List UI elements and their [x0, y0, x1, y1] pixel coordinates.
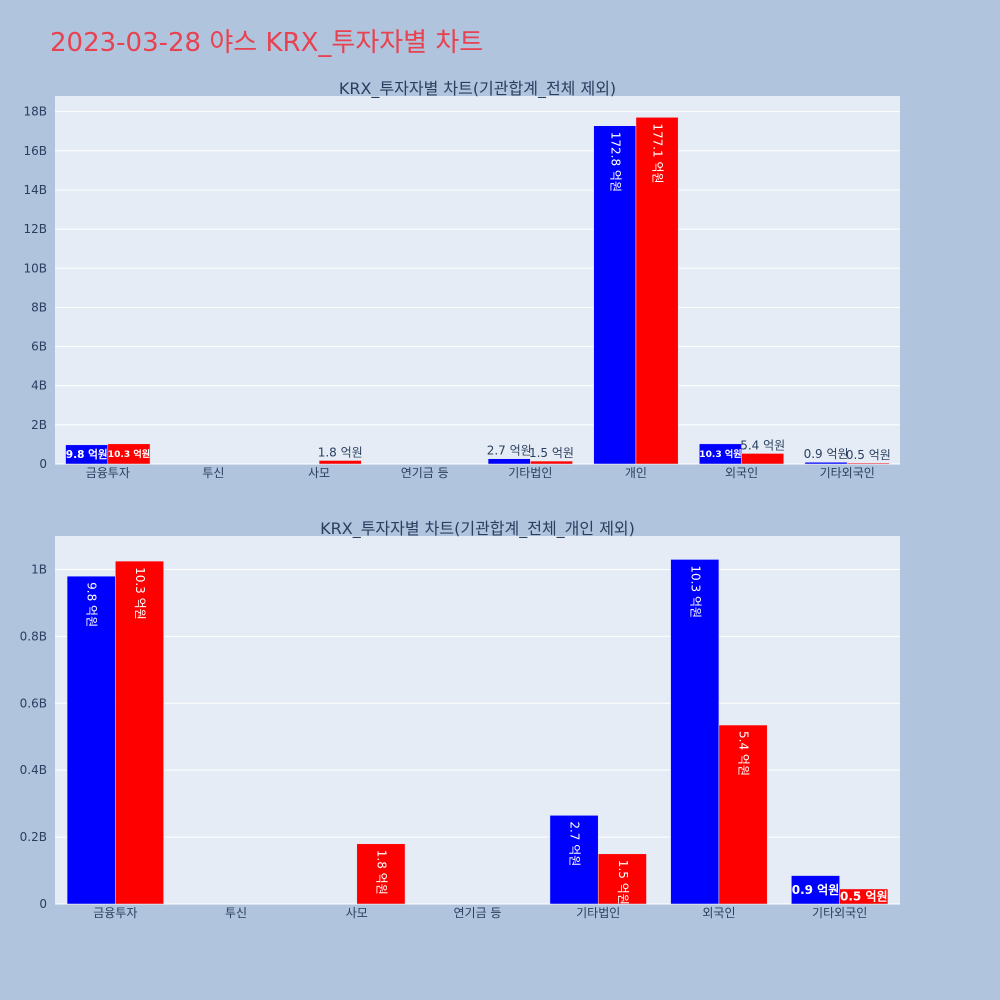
bar-buy: [593, 125, 637, 465]
bar-sell: [635, 117, 679, 465]
chart-title: KRX_투자자별 차트(기관합계_전체 제외): [339, 79, 616, 99]
y-tick-label: 0.8B: [20, 629, 47, 643]
y-tick-label: 0.6B: [20, 696, 47, 710]
data-label: 0.9 억원: [792, 883, 840, 897]
data-label: 0.5 억원: [846, 448, 891, 462]
data-label: 2.7 억원: [568, 821, 582, 866]
data-label: 10.3 억원: [688, 565, 702, 618]
x-tick-label: 개인: [625, 466, 647, 480]
data-label: 10.3 억원: [108, 448, 150, 460]
y-tick-label: 12B: [23, 222, 47, 236]
y-tick-label: 18B: [23, 105, 47, 119]
chart-title: KRX_투자자별 차트(기관합계_전체_개인 제외): [320, 519, 635, 539]
y-tick-label: 8B: [31, 300, 47, 314]
x-tick-label: 기타외국인: [812, 906, 867, 920]
bar-sell: [115, 560, 164, 905]
bar-buy: [487, 458, 531, 465]
data-label: 10.3 억원: [133, 567, 147, 620]
data-label: 1.5 억원: [529, 446, 574, 460]
y-tick-label: 0: [39, 897, 47, 911]
bar-sell: [597, 853, 647, 905]
bar-sell: [846, 462, 890, 465]
x-tick-label: 사모: [308, 466, 330, 480]
data-label: 1.8 억원: [318, 445, 363, 459]
chart-2: 0 0.2B 0.4B 0.6B 0.8B 1B KRX_투자자별 차트(기관합계_전체_개…: [20, 519, 900, 920]
y-tick-label: 0.2B: [20, 830, 47, 844]
y-tick-label: 14B: [23, 183, 47, 197]
x-tick-label: 사모: [346, 906, 368, 920]
bar-sell: [839, 888, 889, 905]
x-tick-label: 기타법인: [576, 906, 620, 920]
chart-1: 0 2B 4B 6B 8B 10B 12B 14B 16B 18B KRX_투자자별 차트(기관합계…: [23, 79, 900, 480]
data-label: 1.5 억원: [616, 860, 630, 905]
bar-buy: [791, 875, 840, 905]
data-label: 172.8 억원: [608, 132, 622, 192]
bar-sell: [318, 460, 362, 465]
data-label: 9.8 억원: [66, 448, 108, 461]
x-tick-label: 연기금 등: [401, 466, 449, 480]
data-label: 1.8 억원: [374, 850, 388, 895]
x-tick-label: 금융투자: [86, 466, 130, 480]
x-tick-label: 외국인: [725, 466, 758, 480]
data-label: 5.4 억원: [737, 731, 751, 776]
plot-area: [55, 96, 900, 464]
page-title: 2023-03-28 야스 KRX_투자자별 차트: [50, 28, 484, 58]
bar-sell: [741, 453, 785, 465]
bar-sell: [356, 843, 406, 905]
data-label: 0.9 억원: [804, 447, 849, 461]
data-label: 2.7 억원: [487, 444, 532, 458]
y-tick-label: 16B: [23, 144, 47, 158]
y-tick-label: 0: [39, 457, 47, 471]
y-tick-label: 2B: [31, 418, 47, 432]
x-tick-label: 투신: [202, 466, 224, 480]
x-tick-label: 금융투자: [93, 906, 137, 920]
data-label: 0.5 억원: [840, 890, 888, 904]
x-tick-label: 투신: [225, 906, 247, 920]
x-tick-label: 외국인: [702, 906, 735, 920]
x-tick-label: 기타법인: [508, 466, 552, 480]
y-tick-label: 10B: [23, 261, 47, 275]
bar-sell: [107, 443, 151, 465]
data-label: 9.8 억원: [85, 582, 99, 627]
y-tick-label: 6B: [31, 340, 47, 354]
x-tick-label: 연기금 등: [454, 906, 502, 920]
bar-sell: [718, 724, 768, 905]
y-tick-label: 0.4B: [20, 763, 47, 777]
bar-buy: [804, 461, 848, 465]
x-tick-label: 기타외국인: [820, 466, 875, 480]
y-tick-label: 1B: [31, 562, 47, 576]
bar-sell: [530, 460, 573, 465]
data-label: 177.1 억원: [651, 123, 665, 183]
bar-buy: [66, 575, 116, 905]
y-tick-label: 4B: [31, 379, 47, 393]
data-label: 5.4 억원: [740, 438, 785, 452]
data-label: 10.3 억원: [699, 448, 741, 460]
bar-buy: [670, 559, 720, 905]
plot-area: [55, 536, 900, 904]
